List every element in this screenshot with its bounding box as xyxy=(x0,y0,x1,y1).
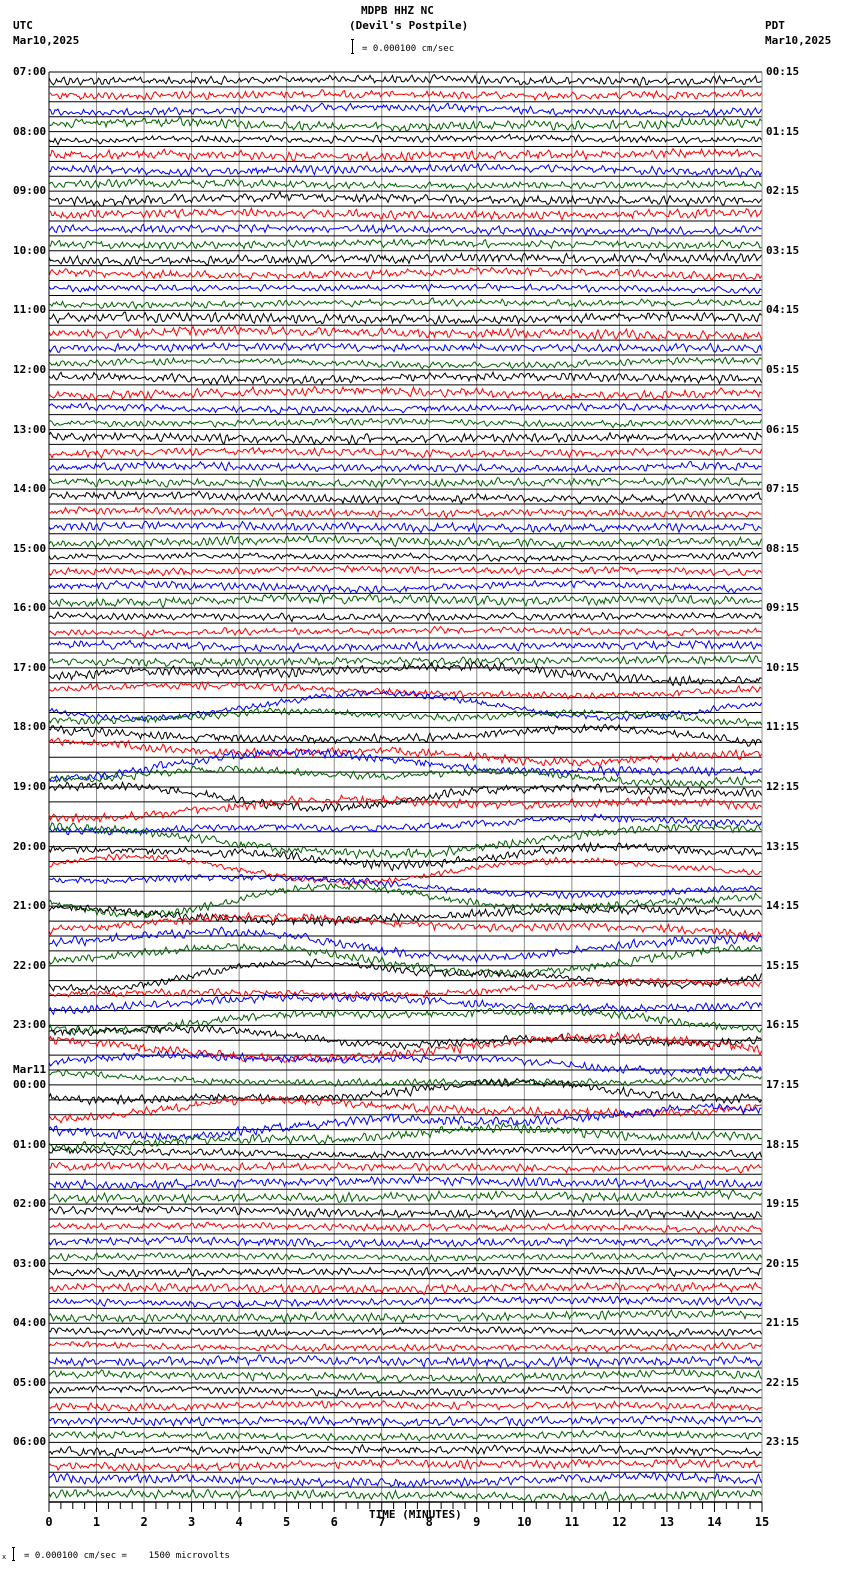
pdt-hour-label: 20:15 xyxy=(766,1256,800,1270)
pdt-hour-label: 03:15 xyxy=(766,243,800,257)
pdt-hour-label: 07:15 xyxy=(766,482,800,496)
svg-text:1: 1 xyxy=(93,1515,100,1529)
pdt-hour-label: 17:15 xyxy=(766,1077,800,1091)
pdt-hour-label: 12:15 xyxy=(766,780,800,793)
svg-text:8: 8 xyxy=(426,1515,433,1529)
svg-text:7: 7 xyxy=(378,1515,385,1529)
pdt-hour-label: 05:15 xyxy=(766,362,800,376)
right-date: Mar10,2025 xyxy=(765,34,832,47)
svg-text:2: 2 xyxy=(140,1515,147,1529)
pdt-hour-label: 22:15 xyxy=(766,1375,800,1389)
pdt-hour-label: 13:15 xyxy=(766,839,800,853)
pdt-hour-label: 21:15 xyxy=(766,1316,800,1330)
utc-hour-label: 06:00 xyxy=(13,1435,47,1449)
svg-text:10: 10 xyxy=(517,1515,531,1529)
utc-hour-label: 07:00 xyxy=(13,65,47,78)
scale-text: = 0.000100 cm/sec xyxy=(362,44,455,54)
footer-prefix: x xyxy=(2,1553,7,1561)
svg-text:12: 12 xyxy=(612,1515,626,1529)
svg-text:13: 13 xyxy=(660,1515,674,1529)
utc-hour-label: 16:00 xyxy=(13,601,47,615)
footer-scale-text: = 0.000100 cm/sec = 1500 microvolts xyxy=(24,1551,230,1561)
pdt-hour-label: 23:15 xyxy=(766,1435,800,1449)
svg-text:5: 5 xyxy=(283,1515,290,1529)
pdt-hour-label: 09:15 xyxy=(766,601,800,615)
svg-text:3: 3 xyxy=(188,1515,195,1529)
pdt-hour-label: 14:15 xyxy=(766,899,800,913)
pdt-hour-label: 00:15 xyxy=(766,65,800,78)
utc-hour-label: 03:00 xyxy=(13,1256,47,1270)
station-title: MDPB HHZ NC xyxy=(361,4,434,17)
scale-bar-icon xyxy=(351,39,354,54)
utc-hour-label: 09:00 xyxy=(13,184,47,198)
svg-text:4: 4 xyxy=(236,1515,243,1529)
right-timezone: PDT xyxy=(765,19,785,32)
left-date: Mar10,2025 xyxy=(13,34,80,47)
utc-hour-label: 08:00 xyxy=(13,124,47,138)
svg-text:9: 9 xyxy=(473,1515,480,1529)
pdt-hour-label: 04:15 xyxy=(766,303,800,317)
footer-scale-bar-icon xyxy=(12,1547,15,1561)
utc-hour-label: 23:00 xyxy=(13,1018,47,1032)
utc-hour-label: 22:00 xyxy=(13,958,47,972)
utc-hour-label: 17:00 xyxy=(13,660,47,674)
pdt-hour-label: 06:15 xyxy=(766,422,800,436)
station-location: (Devil's Postpile) xyxy=(349,19,469,32)
left-timezone: UTC xyxy=(13,19,33,32)
utc-hour-label: 20:00 xyxy=(13,839,47,853)
x-axis-label: TIME (MINUTES) xyxy=(369,1508,462,1521)
pdt-hour-label: 16:15 xyxy=(766,1018,800,1032)
utc-hour-label: 02:00 xyxy=(13,1197,47,1211)
pdt-hour-label: 19:15 xyxy=(766,1197,800,1211)
date-change-label: Mar11 xyxy=(13,1062,47,1076)
svg-text:0: 0 xyxy=(45,1515,52,1529)
utc-hour-label: 14:00 xyxy=(13,482,47,496)
pdt-hour-label: 15:15 xyxy=(766,958,800,972)
utc-hour-label: 05:00 xyxy=(13,1375,47,1389)
utc-hour-label: 19:00 xyxy=(13,780,47,793)
pdt-hour-label: 10:15 xyxy=(766,660,800,674)
svg-text:6: 6 xyxy=(331,1515,338,1529)
pdt-hour-label: 08:15 xyxy=(766,541,800,555)
utc-hour-label: 00:00 xyxy=(13,1077,47,1091)
utc-hour-label: 18:00 xyxy=(13,720,47,734)
utc-hour-label: 10:00 xyxy=(13,243,47,257)
utc-hour-label: 21:00 xyxy=(13,899,47,913)
utc-hour-label: 15:00 xyxy=(13,541,47,555)
utc-hour-label: 11:00 xyxy=(13,303,47,317)
utc-hour-label: 01:00 xyxy=(13,1137,47,1151)
svg-text:11: 11 xyxy=(565,1515,579,1529)
pdt-hour-label: 01:15 xyxy=(766,124,800,138)
svg-text:15: 15 xyxy=(755,1515,769,1529)
pdt-hour-label: 11:15 xyxy=(766,720,800,734)
pdt-hour-label: 18:15 xyxy=(766,1137,800,1151)
utc-hour-label: 12:00 xyxy=(13,362,47,376)
utc-hour-label: 04:00 xyxy=(13,1316,47,1330)
svg-text:14: 14 xyxy=(707,1515,721,1529)
pdt-hour-label: 02:15 xyxy=(766,184,800,198)
utc-hour-label: 13:00 xyxy=(13,422,47,436)
